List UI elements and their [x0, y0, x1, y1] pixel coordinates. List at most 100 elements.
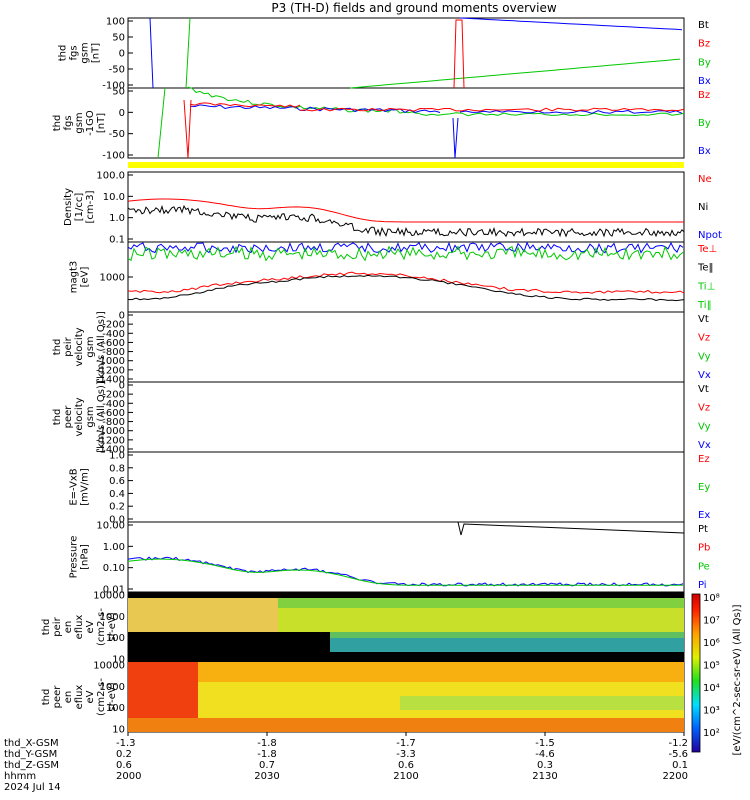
y-tick-label: 0	[119, 108, 125, 119]
y-axis-label: eV	[85, 620, 96, 633]
y-tick-label: 100.0	[96, 171, 125, 182]
y-tick-label: 50	[112, 33, 125, 44]
bz-trace	[189, 102, 301, 108]
y-axis-label: Density	[63, 188, 74, 226]
y-axis-label: peir	[63, 336, 74, 356]
legend-entry: Vy	[698, 421, 711, 432]
y-tick-label: -1200	[96, 365, 125, 376]
y-tick-label: -800	[102, 417, 125, 428]
y-axis-label: sr-eV)	[107, 612, 118, 641]
x-tick-label: -1.2	[668, 738, 688, 749]
x-row-label: thd_Y-GSM	[4, 749, 57, 760]
y-tick-label: 1000	[100, 612, 125, 623]
bx-trace	[459, 109, 683, 114]
x-tick-label: -1.8	[257, 738, 277, 749]
y-tick-label: 100	[106, 703, 125, 714]
y-tick-label: -200	[102, 390, 125, 401]
y-tick-label: 10.0	[103, 192, 125, 203]
y-axis-label: eV	[85, 690, 96, 703]
y-tick-label: 1.00	[103, 542, 125, 553]
y-tick-label: -600	[102, 338, 125, 349]
y-tick-label: -50	[109, 129, 125, 140]
y-axis-label: thd	[41, 619, 52, 636]
x-tick-label: 2030	[254, 771, 279, 782]
colorbar-label: [eV/(cm^2-sec-sr-eV) (All Qs)]	[732, 604, 743, 755]
by-trace	[349, 58, 681, 89]
te-par-trace	[127, 274, 685, 302]
bz-trace	[453, 19, 465, 89]
ni-trace	[127, 204, 685, 238]
y-tick-label: -1200	[96, 435, 125, 446]
y-axis-label: peir	[52, 616, 63, 636]
by-trace	[419, 112, 685, 117]
legend-entry: Ex	[698, 510, 710, 521]
panel-frame	[127, 17, 685, 89]
x-tick-label: -1.3	[116, 738, 136, 749]
y-axis-label: [1/cc]	[74, 193, 85, 222]
x-tick-label: 2100	[393, 771, 418, 782]
x-tick-label: 2200	[663, 771, 688, 782]
y-axis-label: fgs	[63, 115, 74, 130]
y-axis-label: thd	[52, 115, 63, 132]
panel-frame	[127, 87, 685, 159]
y-tick-label: -600	[102, 408, 125, 419]
colorbar	[691, 593, 701, 753]
panel-2: 50 0 -50 -100 thd fgs gsm -1GO [nT] Bz By Bx	[52, 87, 711, 162]
y-tick-label: -100	[102, 81, 125, 92]
panel-6: 0-200-400-600-800-1000-1200-1400 thd peer v…	[52, 381, 711, 456]
panel-frame	[127, 381, 685, 453]
bx-spike	[452, 117, 459, 159]
y-tick-label: -1400	[96, 445, 125, 456]
y-tick-label: 10000	[93, 661, 125, 672]
x-tick-label: 0.6	[116, 760, 132, 771]
y-axis-label: thd	[58, 45, 69, 62]
flag-bar	[128, 162, 684, 168]
y-axis-label: E=-VxB	[69, 468, 80, 505]
panel-frame	[127, 171, 685, 243]
x-row-label: 2024 Jul 14	[4, 782, 61, 793]
y-tick-label: 100	[106, 17, 125, 28]
y-tick-label: 1000	[100, 273, 125, 284]
panel-5: 0-200-400-600-800-1000-1200-1400 thd peir v…	[52, 311, 711, 386]
bx-trace	[459, 17, 683, 31]
y-axis-label: gsm	[85, 406, 96, 427]
y-axis-label: gsm	[85, 336, 96, 357]
x-tick-label: 0.2	[116, 749, 132, 760]
y-axis-label: [nPa]	[80, 544, 91, 570]
y-tick-label: 10000	[93, 591, 125, 602]
pe-trace	[127, 558, 683, 586]
y-axis-label: peer	[52, 685, 63, 709]
y-tick-label: 1.0	[109, 451, 125, 462]
te-perp-trace	[127, 271, 685, 294]
y-tick-label: 10	[112, 725, 125, 736]
legend-entry: Te⊥	[697, 244, 717, 255]
y-axis-label: sr-eV)	[107, 682, 118, 711]
y-tick-label: 50	[112, 87, 125, 98]
y-tick-label: -1400	[96, 375, 125, 386]
legend-entry: By	[698, 57, 711, 68]
panel-frame	[127, 451, 685, 523]
x-tick-label: -5.6	[668, 749, 688, 760]
y-axis-label: peer	[63, 405, 74, 429]
x-row-label: thd_X-GSM	[4, 738, 59, 749]
legend-entry: By	[698, 118, 711, 129]
y-axis-label: thd	[41, 689, 52, 706]
y-tick-label: -1000	[96, 426, 125, 437]
bz-trace	[299, 107, 685, 112]
legend-entry: Ni	[698, 202, 708, 213]
x-tick-label: -1.8	[257, 749, 277, 760]
x-tick-label: 2130	[532, 771, 557, 782]
legend-entry: Vz	[698, 403, 710, 414]
legend-entry: Ey	[698, 482, 710, 493]
legend-entry: Npot	[698, 230, 722, 241]
y-tick-label: 10	[112, 655, 125, 666]
by-trace	[157, 87, 166, 159]
y-tick-label: 10.00	[96, 521, 125, 532]
x-tick-label: -1.5	[535, 738, 555, 749]
y-tick-label: 100	[106, 633, 125, 644]
ion-spectrogram	[128, 592, 684, 662]
y-axis-label: (cm2-s-	[96, 678, 107, 716]
y-tick-label: -1000	[96, 356, 125, 367]
y-tick-label: 0.6	[109, 476, 125, 487]
